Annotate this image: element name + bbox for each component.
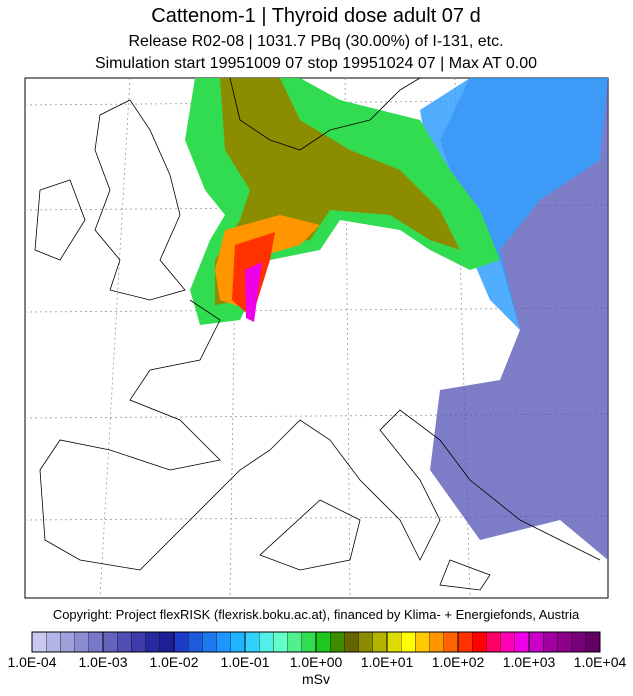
colorbar-swatch bbox=[301, 631, 317, 653]
subtitle: Release R02-08 | 1031.7 PBq (30.00%) of … bbox=[128, 33, 503, 50]
colorbar-swatch bbox=[443, 631, 459, 653]
colorbar-label: 1.0E+01 bbox=[361, 654, 414, 670]
colorbar-swatch bbox=[358, 631, 373, 653]
colorbar-swatch bbox=[401, 631, 416, 653]
colorbar-label: 1.0E+02 bbox=[432, 654, 485, 670]
colorbar-swatch bbox=[585, 631, 601, 653]
colorbar-label: 1.0E-04 bbox=[7, 654, 56, 670]
subtitle: Simulation start 19951009 07 stop 199510… bbox=[95, 55, 537, 72]
colorbar-swatch bbox=[46, 631, 61, 653]
colorbar-swatch bbox=[173, 631, 189, 653]
colorbar-swatch bbox=[244, 631, 260, 653]
colorbar-swatch bbox=[486, 631, 501, 653]
colorbar-swatch bbox=[202, 631, 217, 653]
dose-area bbox=[245, 262, 262, 322]
colorbar-swatch bbox=[472, 631, 487, 653]
colorbar-swatch bbox=[159, 631, 175, 653]
colorbar-swatch bbox=[344, 631, 359, 653]
copyright: Copyright: Project flexRISK (flexrisk.bo… bbox=[53, 607, 580, 622]
colorbar-swatch bbox=[102, 631, 118, 653]
dose-area bbox=[420, 78, 608, 330]
colorbar-swatch bbox=[429, 631, 444, 653]
colorbar-swatch bbox=[528, 631, 544, 653]
colorbar-swatch bbox=[60, 631, 75, 653]
dose-area bbox=[215, 78, 460, 305]
colorbar-swatch bbox=[457, 631, 473, 653]
colorbar-swatch bbox=[372, 631, 388, 653]
colorbar-swatch bbox=[145, 631, 160, 653]
colorbar-swatch bbox=[571, 631, 586, 653]
colorbar-label: 1.0E-01 bbox=[220, 654, 269, 670]
colorbar-label: 1.0E+00 bbox=[290, 654, 343, 670]
colorbar-swatch bbox=[287, 631, 302, 653]
colorbar-swatch bbox=[131, 631, 146, 653]
colorbar: 1.0E-04 1.0E-03 1.0E-02 1.0E-01 1.0E+00 1.0E+… bbox=[7, 631, 627, 670]
colorbar-swatch bbox=[273, 631, 288, 653]
colorbar-label: 1.0E+04 bbox=[574, 654, 627, 670]
colorbar-swatch bbox=[216, 631, 231, 653]
colorbar-swatch bbox=[514, 631, 530, 653]
colorbar-swatch bbox=[88, 631, 104, 653]
colorbar-swatch bbox=[117, 631, 132, 653]
colorbar-swatch bbox=[188, 631, 203, 653]
colorbar-swatch bbox=[330, 631, 345, 653]
colorbar-swatch bbox=[31, 631, 47, 653]
colorbar-label: 1.0E-02 bbox=[149, 654, 198, 670]
colorbar-swatch bbox=[415, 631, 430, 653]
colorbar-swatch bbox=[230, 631, 246, 653]
map bbox=[24, 77, 609, 599]
colorbar-label: 1.0E-03 bbox=[78, 654, 127, 670]
colorbar-swatch bbox=[500, 631, 515, 653]
title: Cattenom-1 | Thyroid dose adult 07 d bbox=[151, 5, 480, 27]
colorbar-unit: mSv bbox=[302, 671, 330, 687]
coastline bbox=[34, 77, 601, 591]
colorbar-label: 1.0E+03 bbox=[503, 654, 556, 670]
colorbar-swatch bbox=[259, 631, 274, 653]
colorbar-swatch bbox=[315, 631, 331, 653]
colorbar-frame bbox=[31, 631, 601, 653]
colorbar-swatch bbox=[557, 631, 572, 653]
colorbar-swatch bbox=[543, 631, 558, 653]
colorbar-swatch bbox=[386, 631, 402, 653]
colorbar-swatch bbox=[74, 631, 89, 653]
